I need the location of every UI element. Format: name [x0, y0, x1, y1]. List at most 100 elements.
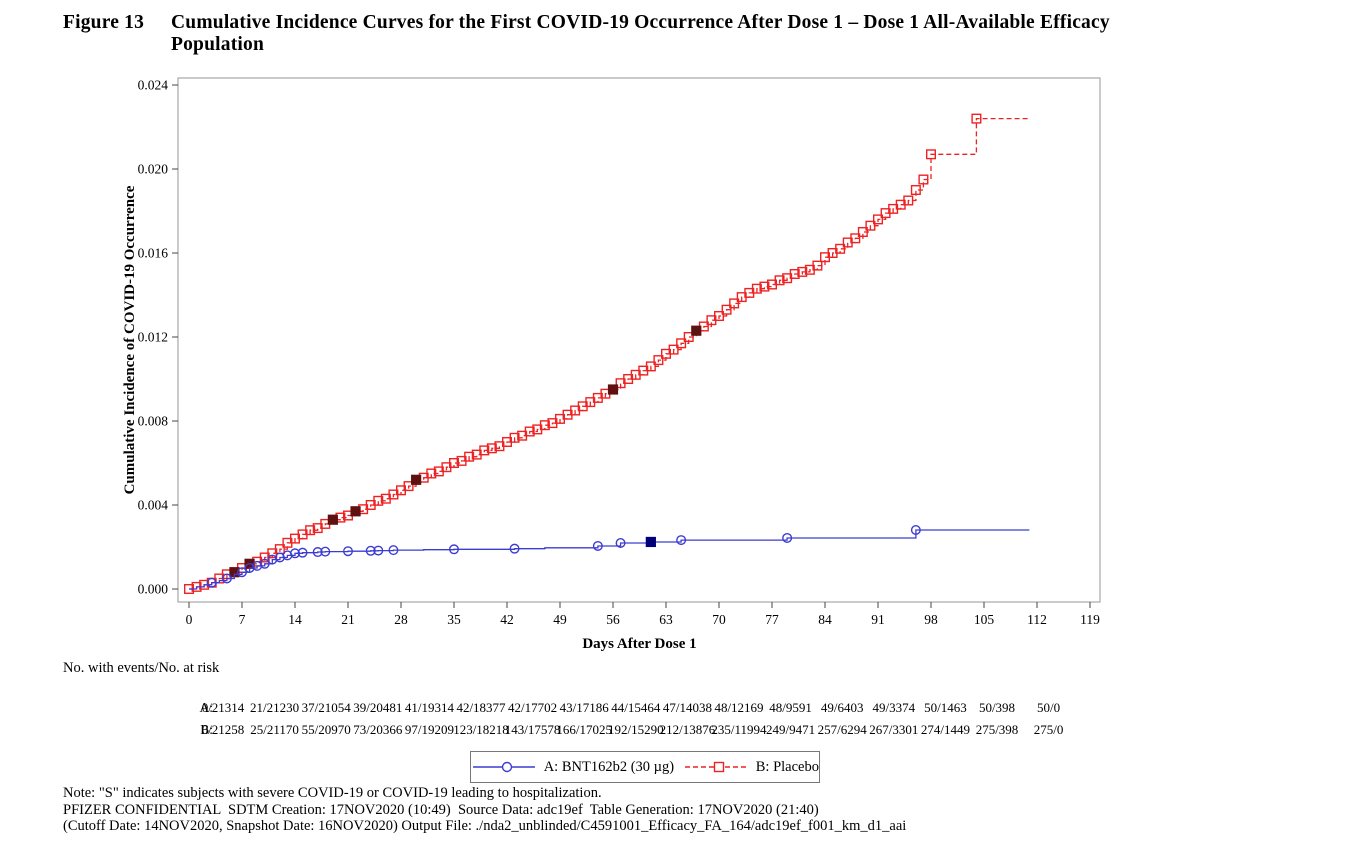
risk-value: 274/1449 — [920, 722, 970, 737]
x-tick-label: 63 — [659, 612, 673, 627]
risk-value: 123/18218 — [453, 722, 509, 737]
event-marker — [850, 233, 861, 244]
risk-value: 43/17186 — [559, 700, 609, 715]
risk-value: 47/14038 — [662, 700, 712, 715]
event-marker — [365, 545, 376, 556]
event-marker — [910, 184, 921, 195]
legend-sample-placebo-line — [685, 761, 747, 773]
risk-value: 0/21314 — [201, 700, 245, 715]
y-tick-label: 0.016 — [138, 246, 169, 261]
event-marker — [592, 540, 603, 551]
x-tick-label: 105 — [974, 612, 995, 627]
event-marker — [388, 545, 399, 556]
risk-value: 49/6403 — [820, 700, 864, 715]
risk-value: 0/21258 — [201, 722, 245, 737]
x-tick-label: 112 — [1027, 612, 1047, 627]
figure-number-label: Figure 13 — [63, 12, 145, 33]
risk-value: 212/13876 — [659, 722, 716, 737]
event-marker — [343, 546, 354, 557]
footnote-confidential: PFIZER CONFIDENTIAL SDTM Creation: 17NOV… — [63, 801, 819, 818]
severe-event-marker — [691, 325, 702, 336]
severe-event-marker — [645, 536, 656, 548]
footnote-severe: Note: "S" indicates subjects with severe… — [63, 785, 602, 801]
risk-value: 44/15464 — [611, 700, 661, 715]
event-marker — [683, 332, 694, 343]
legend-label-vaccine: A: BNT162b2 (30 µg) — [543, 758, 675, 775]
event-marker — [449, 544, 460, 555]
event-marker — [714, 311, 725, 322]
x-tick-label: 21 — [341, 612, 355, 627]
event-marker — [835, 243, 846, 254]
x-tick-label: 70 — [712, 612, 726, 627]
x-tick-label: 49 — [553, 612, 567, 627]
event-marker — [373, 495, 384, 506]
risk-value: 97/19209 — [404, 722, 454, 737]
risk-value: 41/19314 — [404, 700, 454, 715]
x-tick-label: 14 — [288, 612, 302, 627]
risk-value: 275/398 — [975, 722, 1019, 737]
y-tick-label: 0.024 — [138, 78, 169, 93]
x-axis-title: Days After Dose 1 — [582, 636, 696, 652]
event-marker — [221, 573, 232, 584]
y-tick-label: 0.012 — [138, 330, 168, 345]
event-marker — [645, 361, 656, 372]
event-marker — [873, 214, 884, 225]
severe-event-marker — [327, 514, 338, 525]
risk-value: 48/12169 — [714, 700, 764, 715]
risk-value: 192/15290 — [607, 722, 664, 737]
event-marker — [305, 525, 316, 536]
x-tick-label: 77 — [765, 612, 779, 627]
legend-sample-vaccine-line — [473, 761, 535, 773]
risk-value: 235/11994 — [711, 722, 767, 737]
event-marker — [668, 344, 679, 355]
risk-value: 257/6294 — [817, 722, 867, 737]
event-marker — [373, 545, 384, 556]
y-axis: 0.000 0.004 0.008 0.012 0.016 0.020 0.024 — [138, 78, 178, 597]
event-marker — [539, 420, 550, 431]
risk-row-label-B: B: — [200, 722, 213, 737]
event-marker — [312, 547, 323, 558]
x-tick-label: 56 — [606, 612, 620, 627]
event-marker — [857, 226, 868, 237]
event-marker — [729, 298, 740, 309]
severe-event-marker — [607, 384, 619, 395]
event-marker — [797, 266, 808, 277]
event-marker — [774, 275, 785, 286]
legend: A: BNT162b2 (30 µg) B: Placebo — [470, 751, 820, 783]
x-tick-label: 91 — [871, 612, 885, 627]
risk-value: 50/0 — [1037, 700, 1061, 715]
footnote-output-file: (Cutoff Date: 14NOV2020, Snapshot Date: … — [63, 818, 907, 834]
event-marker — [865, 220, 876, 231]
event-marker — [782, 532, 793, 543]
event-marker — [206, 577, 217, 588]
event-marker — [615, 538, 626, 549]
x-tick-label: 98 — [924, 612, 938, 627]
risk-value: 267/3301 — [869, 722, 919, 737]
risk-value: 42/17702 — [508, 700, 558, 715]
x-tick-label: 42 — [500, 612, 514, 627]
event-marker — [524, 426, 535, 437]
risk-value: 166/17025 — [556, 722, 612, 737]
risk-value: 249/9471 — [766, 722, 816, 737]
placebo-curve — [183, 113, 1030, 595]
event-marker — [464, 451, 475, 462]
x-tick-label: 7 — [239, 612, 246, 627]
event-marker — [486, 443, 497, 454]
risk-value: 25/21170 — [250, 722, 299, 737]
risk-value: 73/20366 — [353, 722, 403, 737]
footnotes: Note: "S" indicates subjects with severe… — [63, 785, 906, 835]
curve-line — [189, 117, 1030, 590]
event-marker — [910, 524, 921, 535]
event-marker — [426, 468, 437, 479]
x-tick-label: 28 — [394, 612, 408, 627]
event-marker — [676, 535, 687, 546]
event-marker — [751, 283, 762, 294]
x-tick-label: 84 — [818, 612, 832, 627]
event-marker — [320, 546, 331, 557]
event-marker — [971, 113, 982, 124]
event-marker — [297, 547, 308, 558]
severe-event-marker — [411, 474, 422, 485]
event-marker — [403, 481, 414, 492]
